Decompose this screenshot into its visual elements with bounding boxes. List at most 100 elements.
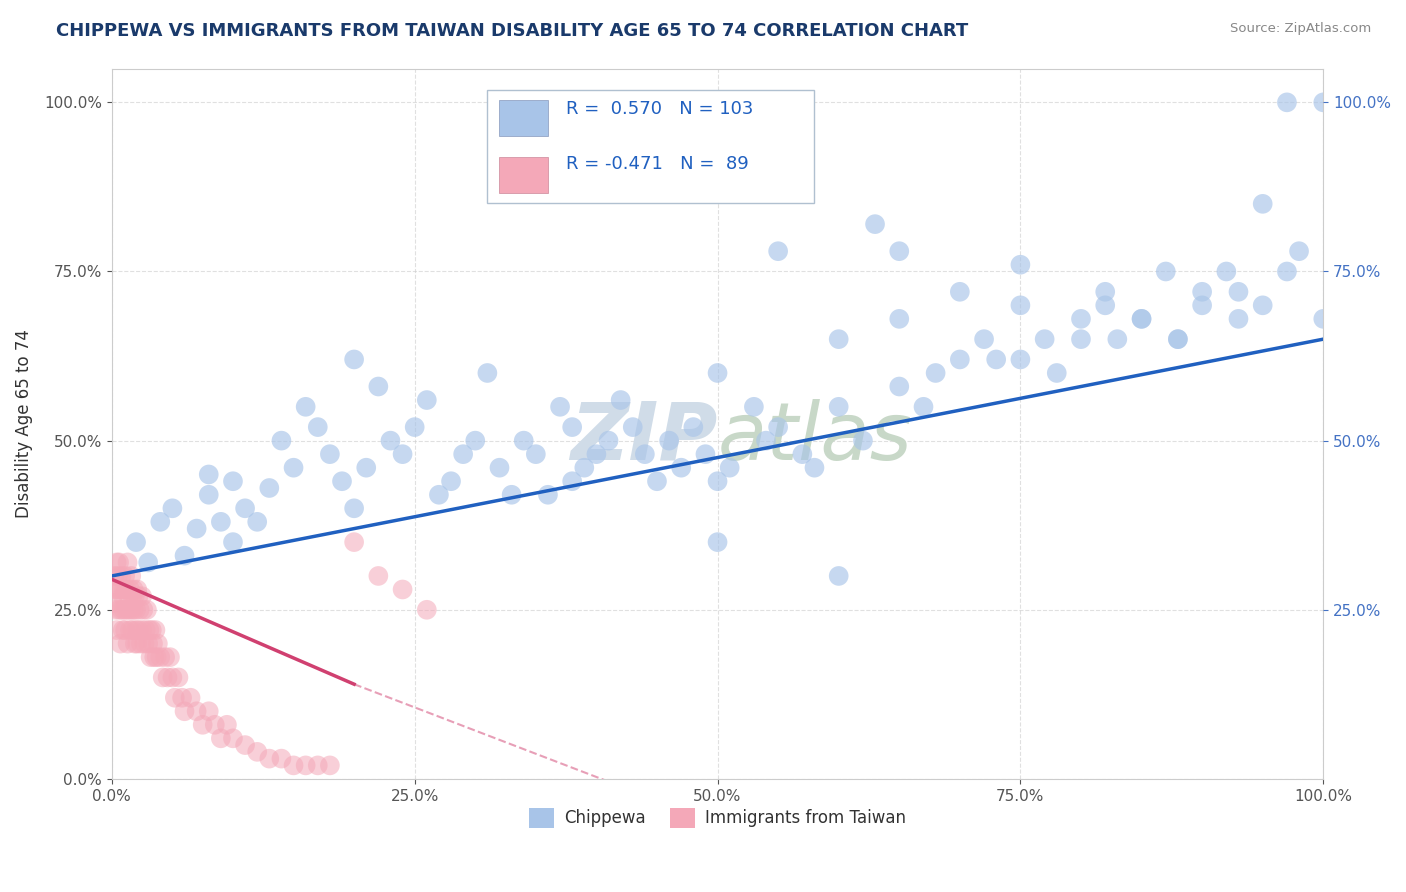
Point	[488, 460, 510, 475]
Point	[889, 379, 911, 393]
Point	[1010, 258, 1032, 272]
Point	[1094, 298, 1116, 312]
Point	[1191, 285, 1213, 299]
Point	[294, 400, 316, 414]
Point	[828, 569, 851, 583]
Point	[343, 352, 366, 367]
Text: ZIP: ZIP	[571, 399, 717, 477]
Point	[172, 690, 194, 705]
Point	[139, 650, 162, 665]
Point	[107, 569, 129, 583]
Point	[209, 731, 232, 746]
Point	[742, 400, 765, 414]
Point	[107, 582, 129, 597]
Point	[548, 400, 571, 414]
Point	[131, 623, 153, 637]
Point	[354, 460, 377, 475]
Point	[283, 758, 305, 772]
Point	[598, 434, 620, 448]
Point	[427, 488, 450, 502]
Point	[391, 582, 413, 597]
Point	[1167, 332, 1189, 346]
Point	[404, 420, 426, 434]
Point	[682, 420, 704, 434]
Point	[1154, 264, 1177, 278]
Point	[319, 758, 342, 772]
Point	[118, 623, 141, 637]
Point	[186, 704, 208, 718]
Point	[391, 447, 413, 461]
Point	[149, 515, 172, 529]
Point	[270, 751, 292, 765]
Point	[118, 603, 141, 617]
Point	[609, 392, 631, 407]
Point	[246, 515, 269, 529]
Point	[451, 447, 474, 461]
Point	[766, 420, 789, 434]
Point	[307, 420, 329, 434]
Point	[283, 460, 305, 475]
FancyBboxPatch shape	[499, 157, 548, 193]
Point	[889, 311, 911, 326]
Point	[127, 623, 149, 637]
Point	[477, 366, 499, 380]
Point	[512, 434, 534, 448]
FancyBboxPatch shape	[488, 90, 814, 203]
Point	[233, 501, 256, 516]
Point	[949, 352, 972, 367]
Point	[215, 718, 238, 732]
Point	[125, 623, 148, 637]
Point	[585, 447, 607, 461]
Point	[141, 623, 163, 637]
Point	[1215, 264, 1237, 278]
Point	[156, 670, 179, 684]
Point	[103, 569, 125, 583]
Point	[645, 474, 668, 488]
Point	[124, 637, 146, 651]
Point	[1288, 244, 1310, 259]
Point	[142, 637, 165, 651]
Point	[110, 582, 132, 597]
Point	[1227, 285, 1250, 299]
Point	[634, 447, 657, 461]
Point	[1275, 95, 1298, 110]
Point	[122, 582, 145, 597]
Point	[117, 637, 139, 651]
Point	[186, 522, 208, 536]
Point	[1167, 332, 1189, 346]
Point	[828, 332, 851, 346]
Point	[307, 758, 329, 772]
Point	[986, 352, 1008, 367]
Point	[136, 603, 159, 617]
Point	[852, 434, 875, 448]
Point	[120, 569, 142, 583]
Point	[330, 474, 353, 488]
Point	[222, 535, 245, 549]
Point	[127, 582, 149, 597]
Legend: Chippewa, Immigrants from Taiwan: Chippewa, Immigrants from Taiwan	[522, 801, 912, 835]
Point	[343, 501, 366, 516]
Point	[127, 589, 149, 603]
Point	[125, 603, 148, 617]
Point	[343, 535, 366, 549]
Point	[1010, 298, 1032, 312]
Point	[143, 650, 166, 665]
Point	[367, 569, 389, 583]
Point	[973, 332, 995, 346]
Point	[1312, 311, 1334, 326]
Point	[128, 603, 150, 617]
Text: R = -0.471   N =  89: R = -0.471 N = 89	[567, 155, 749, 173]
Point	[766, 244, 789, 259]
Point	[108, 603, 131, 617]
Point	[167, 670, 190, 684]
Point	[524, 447, 547, 461]
Point	[270, 434, 292, 448]
Point	[146, 637, 169, 651]
Text: R =  0.570   N = 103: R = 0.570 N = 103	[567, 101, 754, 119]
Point	[197, 488, 219, 502]
Y-axis label: Disability Age 65 to 74: Disability Age 65 to 74	[15, 329, 32, 518]
Point	[111, 623, 134, 637]
Point	[191, 718, 214, 732]
Point	[115, 603, 138, 617]
Point	[204, 718, 226, 732]
